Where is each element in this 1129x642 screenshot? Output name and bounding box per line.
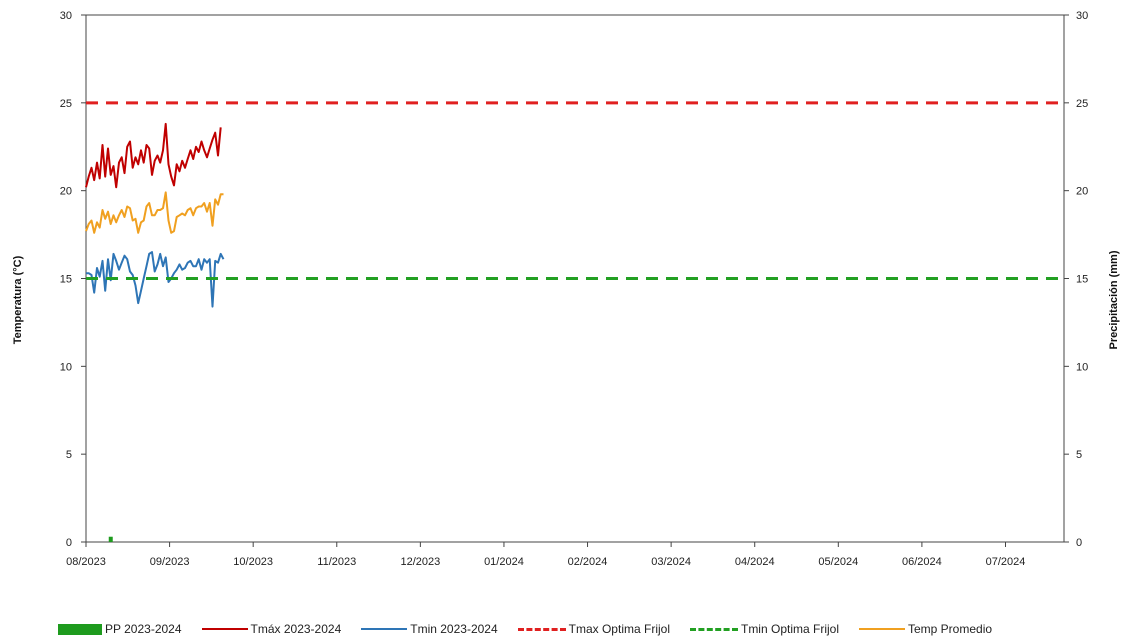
y2-tick-label: 0 [1076, 537, 1082, 549]
y2-tick-label: 30 [1076, 10, 1088, 22]
legend-item-temp-promedio: Temp Promedio [859, 622, 992, 636]
legend-swatch [517, 627, 566, 631]
x-tick-label: 07/2024 [986, 556, 1026, 568]
legend-label: PP 2023-2024 [105, 622, 182, 636]
y2-tick-label: 10 [1076, 361, 1088, 373]
legend-swatch [201, 628, 248, 630]
legend-label: Tmáx 2023-2024 [250, 622, 342, 636]
legend-item-pp-2023-2024: PP 2023-2024 [58, 622, 182, 636]
legend-swatch [58, 623, 102, 635]
y-tick-label: 15 [60, 274, 72, 286]
x-tick-label: 02/2024 [568, 556, 608, 568]
pp-2023-2024-bar [108, 536, 113, 542]
y-tick-label: 10 [60, 361, 72, 373]
x-tick-label: 03/2024 [651, 556, 691, 568]
y2-tick-label: 15 [1076, 274, 1088, 286]
legend-label: Temp Promedio [908, 622, 993, 636]
series-layer [85, 101, 1064, 542]
right-axis: 0 5 10 15 20 25 30 [1064, 10, 1088, 549]
x-axis: 08/2023 09/2023 10/2023 11/2023 12/2023 01/20… [66, 542, 1025, 568]
chart-legend: PP 2023-2024 Tmáx 2023-2024 Tmin 2023-2024… [58, 620, 1012, 638]
x-tick-label: 08/2023 [66, 556, 106, 568]
tm-x-2023-2024-line [85, 122, 222, 189]
x-tick-label: 06/2024 [902, 556, 942, 568]
legend-label: Tmin Optima Frijol [740, 622, 839, 636]
y-tick-label: 20 [60, 186, 72, 198]
legend-item-tmin-optima-frijol: Tmin Optima Frijol [689, 622, 839, 636]
y2-tick-label: 5 [1076, 449, 1082, 461]
y2-tick-label: 25 [1076, 98, 1088, 110]
y-tick-label: 0 [66, 537, 72, 549]
x-tick-label: 04/2024 [735, 556, 775, 568]
x-tick-label: 09/2023 [150, 556, 190, 568]
legend-swatch [859, 628, 905, 630]
y-tick-label: 5 [66, 449, 72, 461]
legend-swatch [689, 627, 738, 631]
legend-label: Tmax Optima Frijol [568, 622, 670, 636]
x-tick-label: 11/2023 [317, 556, 356, 568]
legend-label: Tmin 2023-2024 [410, 622, 498, 636]
x-tick-label: 01/2024 [484, 556, 524, 568]
x-tick-label: 10/2023 [233, 556, 273, 568]
legend-item-tmin-2023-2024: Tmin 2023-2024 [361, 622, 498, 636]
left-axis-title: Temperatura (°C) [12, 255, 24, 344]
legend-item-tm-x-2023-2024: Tmáx 2023-2024 [201, 622, 342, 636]
y-tick-label: 30 [60, 10, 72, 22]
y-tick-label: 25 [60, 98, 72, 110]
legend-item-tmax-optima-frijol: Tmax Optima Frijol [517, 622, 670, 636]
legend-swatch [361, 628, 408, 630]
x-tick-label: 12/2023 [400, 556, 440, 568]
y2-tick-label: 20 [1076, 186, 1088, 198]
temp-promedio-line [85, 191, 224, 234]
tmin-2023-2024-line [86, 251, 225, 308]
x-tick-label: 05/2024 [818, 556, 858, 568]
right-axis-title: Precipitación (mm) [1108, 250, 1120, 349]
left-axis: 0 5 10 15 20 25 30 [60, 10, 86, 549]
